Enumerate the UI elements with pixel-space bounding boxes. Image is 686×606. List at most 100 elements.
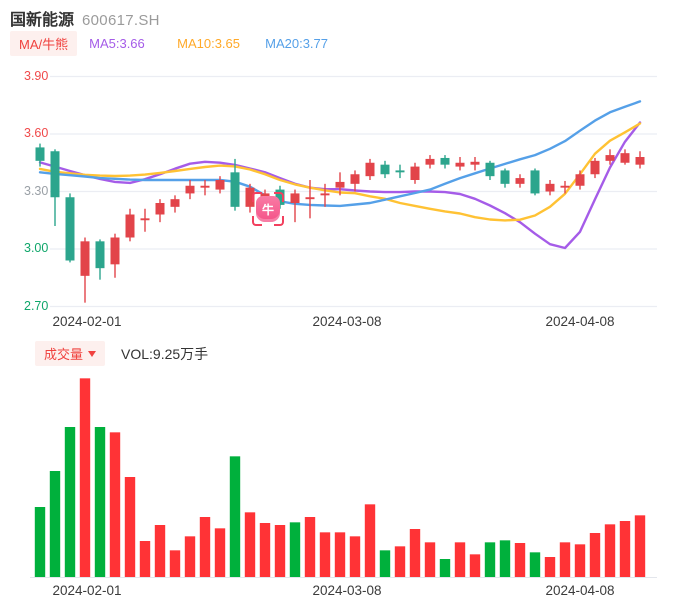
volume-bar[interactable]	[319, 532, 331, 577]
candle-body[interactable]	[440, 157, 450, 165]
volume-bar[interactable]	[424, 542, 436, 577]
volume-bar[interactable]	[454, 542, 466, 577]
vol-date-label-mar: 2024-03-08	[312, 583, 382, 598]
candle-body[interactable]	[470, 161, 480, 165]
candle-body[interactable]	[500, 170, 510, 184]
volume-chart-canvas[interactable]	[0, 370, 686, 580]
volume-bar[interactable]	[199, 517, 211, 577]
candle-body[interactable]	[380, 164, 390, 175]
candle-body[interactable]	[215, 180, 225, 190]
k-date-label-feb: 2024-02-01	[52, 314, 122, 329]
volume-bar[interactable]	[634, 515, 646, 577]
volume-bar[interactable]	[109, 432, 121, 577]
volume-bar[interactable]	[544, 557, 556, 577]
candle-body[interactable]	[230, 172, 240, 207]
candle-body[interactable]	[335, 181, 345, 188]
volume-bar[interactable]	[259, 523, 271, 577]
stock-name: 国新能源	[10, 12, 75, 29]
volume-bar[interactable]	[49, 471, 61, 577]
candle-body[interactable]	[80, 241, 90, 276]
ma-indicator-badge[interactable]: MA/牛熊	[10, 30, 78, 56]
vol-date-label-feb: 2024-02-01	[52, 583, 122, 598]
volume-bar[interactable]	[214, 528, 226, 577]
volume-bar[interactable]	[139, 541, 151, 577]
candle-body[interactable]	[290, 193, 300, 203]
candle-body[interactable]	[275, 189, 285, 205]
volume-indicator-badge[interactable]: 成交量	[35, 341, 106, 366]
candle-body[interactable]	[140, 218, 150, 221]
candle-body[interactable]	[530, 170, 540, 194]
volume-bar[interactable]	[304, 517, 316, 577]
volume-bar[interactable]	[154, 525, 166, 577]
candle-body[interactable]	[605, 155, 615, 161]
volume-bar[interactable]	[229, 456, 241, 577]
candle-body[interactable]	[170, 199, 180, 207]
candle-body[interactable]	[65, 197, 75, 261]
volume-bar[interactable]	[94, 427, 106, 577]
volume-bar[interactable]	[289, 522, 301, 577]
volume-bar[interactable]	[619, 521, 631, 577]
k-date-label-apr: 2024-04-08	[545, 314, 615, 329]
candle-body[interactable]	[155, 203, 165, 215]
candle-body[interactable]	[410, 166, 420, 180]
volume-bar[interactable]	[334, 532, 346, 577]
volume-bar[interactable]	[79, 378, 91, 577]
volume-indicator-label: 成交量	[44, 347, 84, 362]
volume-value: VOL:9.25万手	[121, 345, 209, 362]
candle-body[interactable]	[545, 183, 555, 192]
candle-body[interactable]	[245, 187, 255, 207]
volume-bar[interactable]	[349, 536, 361, 577]
candle-body[interactable]	[515, 178, 525, 184]
candle-body[interactable]	[200, 185, 210, 188]
candle-body[interactable]	[620, 153, 630, 163]
candle-body[interactable]	[395, 170, 405, 173]
candle-body[interactable]	[125, 214, 135, 238]
volume-bar[interactable]	[379, 550, 391, 577]
bracket-corner	[274, 216, 284, 226]
candle-body[interactable]	[635, 157, 645, 165]
candle-body[interactable]	[485, 162, 495, 177]
volume-bar[interactable]	[64, 427, 76, 577]
volume-bar[interactable]	[409, 529, 421, 577]
volume-bar[interactable]	[34, 507, 46, 577]
candle-body[interactable]	[95, 241, 105, 269]
candlestick-chart-canvas[interactable]	[0, 60, 686, 312]
candle-body[interactable]	[425, 158, 435, 165]
volume-bar[interactable]	[574, 544, 586, 577]
candle-body[interactable]	[185, 185, 195, 194]
volume-bar[interactable]	[274, 525, 286, 577]
volume-bar[interactable]	[589, 533, 601, 577]
volume-bar[interactable]	[484, 542, 496, 577]
candle-body[interactable]	[350, 174, 360, 184]
candle-body[interactable]	[560, 185, 570, 188]
candle-body[interactable]	[590, 160, 600, 175]
bracket-corner	[252, 192, 262, 202]
volume-header: 成交量 VOL:9.25万手	[35, 341, 208, 366]
volume-bar[interactable]	[184, 536, 196, 577]
volume-bar[interactable]	[124, 477, 136, 577]
candle-body[interactable]	[50, 151, 60, 198]
ma-legend: MA/牛熊 MA5:3.66 MA10:3.65 MA20:3.77	[10, 30, 328, 56]
candle-body[interactable]	[365, 162, 375, 177]
ma10-legend-label: MA10:3.65	[177, 35, 240, 51]
volume-bar[interactable]	[604, 524, 616, 577]
candle-body[interactable]	[575, 174, 585, 186]
candle-body[interactable]	[455, 162, 465, 167]
volume-bar[interactable]	[469, 554, 481, 577]
candle-body[interactable]	[305, 197, 315, 200]
volume-bar[interactable]	[394, 546, 406, 577]
volume-bar[interactable]	[244, 512, 256, 577]
volume-bar[interactable]	[439, 559, 451, 577]
volume-bar[interactable]	[514, 543, 526, 577]
candle-body[interactable]	[35, 147, 45, 161]
bull-signal-marker[interactable]: 牛	[252, 192, 284, 226]
volume-bar[interactable]	[169, 550, 181, 577]
candle-body[interactable]	[320, 193, 330, 196]
volume-bar[interactable]	[529, 552, 541, 577]
price-tick-2-70: 2.70	[22, 298, 51, 313]
volume-bar[interactable]	[499, 540, 511, 577]
candle-body[interactable]	[110, 237, 120, 265]
volume-bar[interactable]	[559, 542, 571, 577]
volume-bar[interactable]	[364, 504, 376, 577]
